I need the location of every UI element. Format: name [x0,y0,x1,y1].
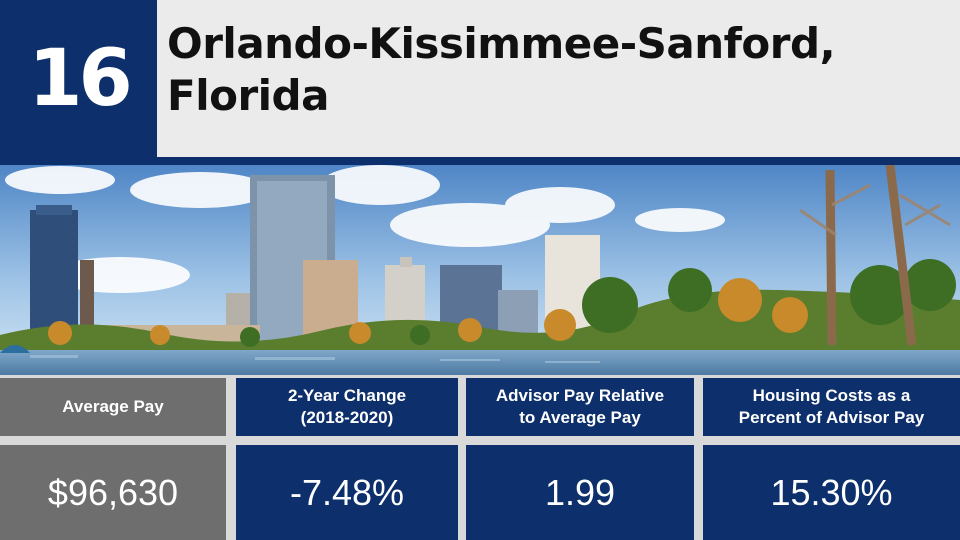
two-year-change-header: 2-Year Change (2018-2020) [236,378,458,436]
average-pay-value: $96,630 [0,445,226,540]
city-title-line-2: Florida [167,71,329,120]
rank-number: 16 [28,33,133,124]
two-year-change-header-line-1: 2-Year Change [287,386,407,405]
advisor-pay-relative-header-line-1: Advisor Pay Relative [495,386,665,405]
average-pay-header-line-1: Average Pay [62,397,164,416]
title-panel: Orlando-Kissimmee-Sanford, Florida [157,0,960,157]
advisor-pay-relative-header-line-2: to Average Pay [519,408,641,427]
city-title-line-1: Orlando-Kissimmee-Sanford, [167,19,836,68]
two-year-change-value: -7.48% [236,445,458,540]
housing-costs-value: 15.30% [703,445,960,540]
city-skyline-photo [0,165,960,375]
rank-badge: 16 [0,0,157,157]
housing-costs-header-line-1: Housing Costs as a [752,386,911,405]
housing-costs-header: Housing Costs as a Percent of Advisor Pa… [703,378,960,436]
housing-costs-header-line-2: Percent of Advisor Pay [738,408,925,427]
advisor-pay-relative-value: 1.99 [466,445,694,540]
advisor-pay-relative-header: Advisor Pay Relative to Average Pay [466,378,694,436]
two-year-change-header-line-2: (2018-2020) [300,408,394,427]
average-pay-header: Average Pay [0,378,226,436]
title-divider [0,157,960,165]
